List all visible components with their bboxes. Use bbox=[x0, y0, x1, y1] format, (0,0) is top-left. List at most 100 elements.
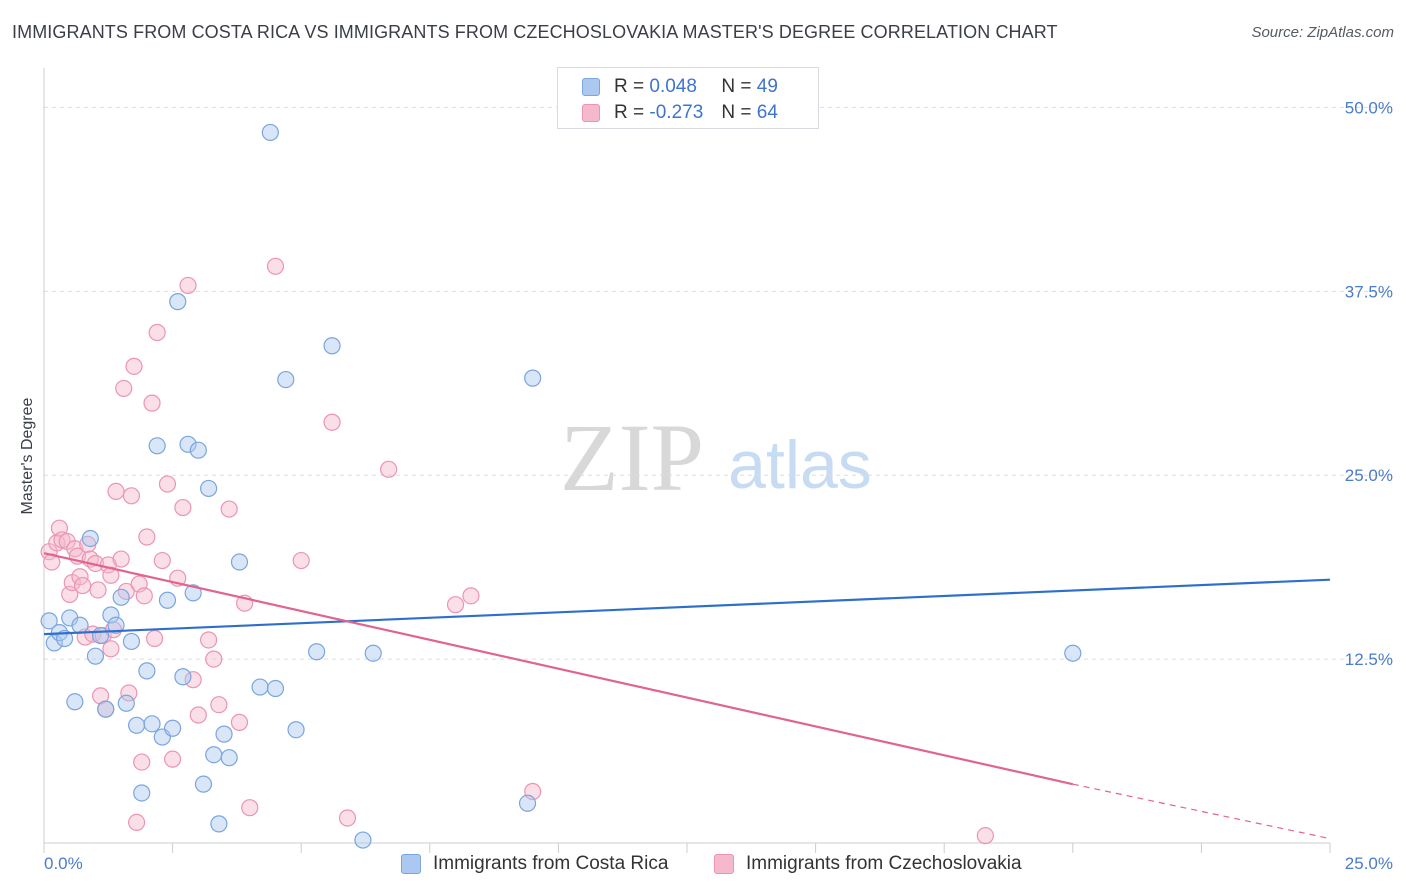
czechoslovakia-point bbox=[976, 827, 994, 845]
n-label: N = bbox=[721, 76, 752, 97]
legend-row-czechoslovakia: R = -0.273 N = 64 bbox=[582, 101, 778, 125]
costa-rica-point bbox=[205, 746, 223, 764]
costa-rica-point bbox=[127, 716, 146, 734]
legend-label: Immigrants from Czechoslovakia bbox=[746, 853, 1022, 874]
pink-swatch bbox=[714, 854, 734, 874]
costa-rica-point bbox=[189, 441, 207, 459]
legend-item-costa-rica: Immigrants from Costa Rica bbox=[401, 852, 668, 876]
czechoslovakia-point bbox=[145, 629, 164, 648]
czechoslovakia-trend-line bbox=[43, 552, 1074, 786]
costa-rica-point bbox=[164, 719, 182, 737]
czechoslovakia-point bbox=[125, 357, 143, 375]
costa-rica-point bbox=[133, 784, 151, 802]
costa-rica-point bbox=[66, 693, 84, 711]
r-value: 0.048 bbox=[649, 76, 697, 97]
r-label: R = bbox=[614, 102, 645, 123]
blue-swatch bbox=[582, 78, 600, 96]
costa-rica-point bbox=[117, 694, 135, 712]
czechoslovakia-point bbox=[158, 475, 177, 493]
czechoslovakia-point bbox=[143, 394, 161, 412]
costa-rica-point bbox=[45, 634, 63, 652]
costa-rica-point bbox=[71, 616, 89, 634]
costa-rica-point bbox=[122, 632, 141, 651]
costa-rica-point bbox=[107, 616, 125, 634]
czechoslovakia-point bbox=[323, 413, 341, 431]
costa-rica-point bbox=[174, 668, 192, 686]
costa-rica-point bbox=[86, 647, 105, 665]
costa-rica-point bbox=[323, 337, 341, 355]
y-tick-label: 50.0% bbox=[1345, 98, 1393, 117]
n-label: N = bbox=[721, 102, 752, 123]
czechoslovakia-point bbox=[292, 551, 310, 570]
costa-rica-point bbox=[194, 775, 213, 793]
legend-label: Immigrants from Costa Rica bbox=[433, 853, 669, 874]
costa-rica-point bbox=[308, 643, 326, 661]
x-tick-label: 0.0% bbox=[44, 854, 83, 873]
n-value: 49 bbox=[756, 76, 778, 97]
czechoslovakia-point bbox=[73, 576, 92, 595]
czechoslovakia-point bbox=[184, 671, 202, 689]
costa-rica-point bbox=[200, 479, 218, 498]
blue-swatch bbox=[401, 854, 421, 874]
source-label: Source: ZipAtlas.com bbox=[1251, 24, 1394, 41]
correlation-legend: R = 0.048 N = 49 R = -0.273 N = 64 bbox=[557, 67, 819, 129]
czechoslovakia-point bbox=[210, 696, 228, 714]
czechoslovakia-point bbox=[120, 684, 138, 702]
czechoslovakia-point bbox=[153, 551, 171, 570]
costa-rica-point bbox=[184, 584, 202, 602]
axes bbox=[43, 68, 1331, 853]
czechoslovakia-point bbox=[179, 276, 197, 295]
chart-title: IMMIGRANTS FROM COSTA RICA VS IMMIGRANTS… bbox=[12, 22, 1058, 42]
czechoslovakia-point bbox=[338, 809, 357, 827]
grid bbox=[44, 106, 1392, 660]
x-tick-label: 25.0% bbox=[1345, 854, 1393, 873]
costa-rica-point bbox=[158, 591, 177, 609]
pink-swatch bbox=[582, 104, 600, 122]
costa-rica-point bbox=[81, 529, 99, 548]
czechoslovakia-point bbox=[115, 379, 133, 398]
czechoslovakia-point bbox=[241, 799, 259, 817]
czechoslovakia-point bbox=[102, 640, 120, 658]
czechoslovakia-point bbox=[205, 650, 223, 668]
costa-rica-point bbox=[169, 293, 187, 311]
costa-rica-point bbox=[364, 644, 382, 662]
costa-rica-point bbox=[210, 815, 228, 833]
watermark-zip: ZIP bbox=[560, 404, 704, 511]
czechoslovakia-point bbox=[266, 257, 285, 275]
r-label: R = bbox=[614, 76, 645, 97]
costa-rica-points bbox=[40, 123, 1082, 849]
czechoslovakia-point bbox=[133, 753, 151, 771]
czechoslovakia-point bbox=[174, 498, 192, 517]
watermark-atlas: atlas bbox=[728, 427, 872, 503]
costa-rica-point bbox=[112, 588, 130, 606]
costa-rica-point bbox=[102, 606, 120, 624]
costa-rica-point bbox=[215, 725, 233, 743]
czechoslovakia-point bbox=[164, 750, 182, 768]
costa-rica-point bbox=[143, 715, 161, 733]
legend-item-czechoslovakia: Immigrants from Czechoslovakia bbox=[714, 852, 1022, 876]
trend-lines bbox=[43, 552, 1331, 840]
czechoslovakia-point bbox=[107, 482, 125, 500]
czechoslovakia-trend-extension bbox=[1072, 783, 1331, 840]
y-tick-label: 25.0% bbox=[1345, 466, 1393, 485]
costa-rica-point bbox=[91, 626, 110, 645]
czechoslovakia-point bbox=[220, 500, 238, 518]
czechoslovakia-point bbox=[200, 631, 218, 649]
czechoslovakia-point bbox=[138, 528, 156, 546]
czechoslovakia-point bbox=[135, 587, 153, 605]
czechoslovakia-point bbox=[112, 550, 130, 568]
czechoslovakia-point bbox=[122, 487, 141, 505]
y-tick-label: 12.5% bbox=[1345, 650, 1393, 669]
costa-rica-point bbox=[251, 678, 269, 696]
costa-rica-point bbox=[97, 700, 115, 718]
tick-labels: 12.5% 25.0% 37.5% 50.0% 0.0% 25.0% bbox=[44, 98, 1393, 873]
czechoslovakia-point bbox=[380, 460, 398, 478]
legend-row-costa-rica: R = 0.048 N = 49 bbox=[582, 75, 778, 99]
czechoslovakia-point bbox=[127, 813, 146, 832]
r-value: -0.273 bbox=[649, 102, 704, 123]
costa-rica-point bbox=[277, 370, 295, 389]
czechoslovakia-point bbox=[148, 323, 166, 342]
czechoslovakia-point bbox=[230, 713, 249, 731]
costa-rica-point bbox=[266, 679, 285, 698]
